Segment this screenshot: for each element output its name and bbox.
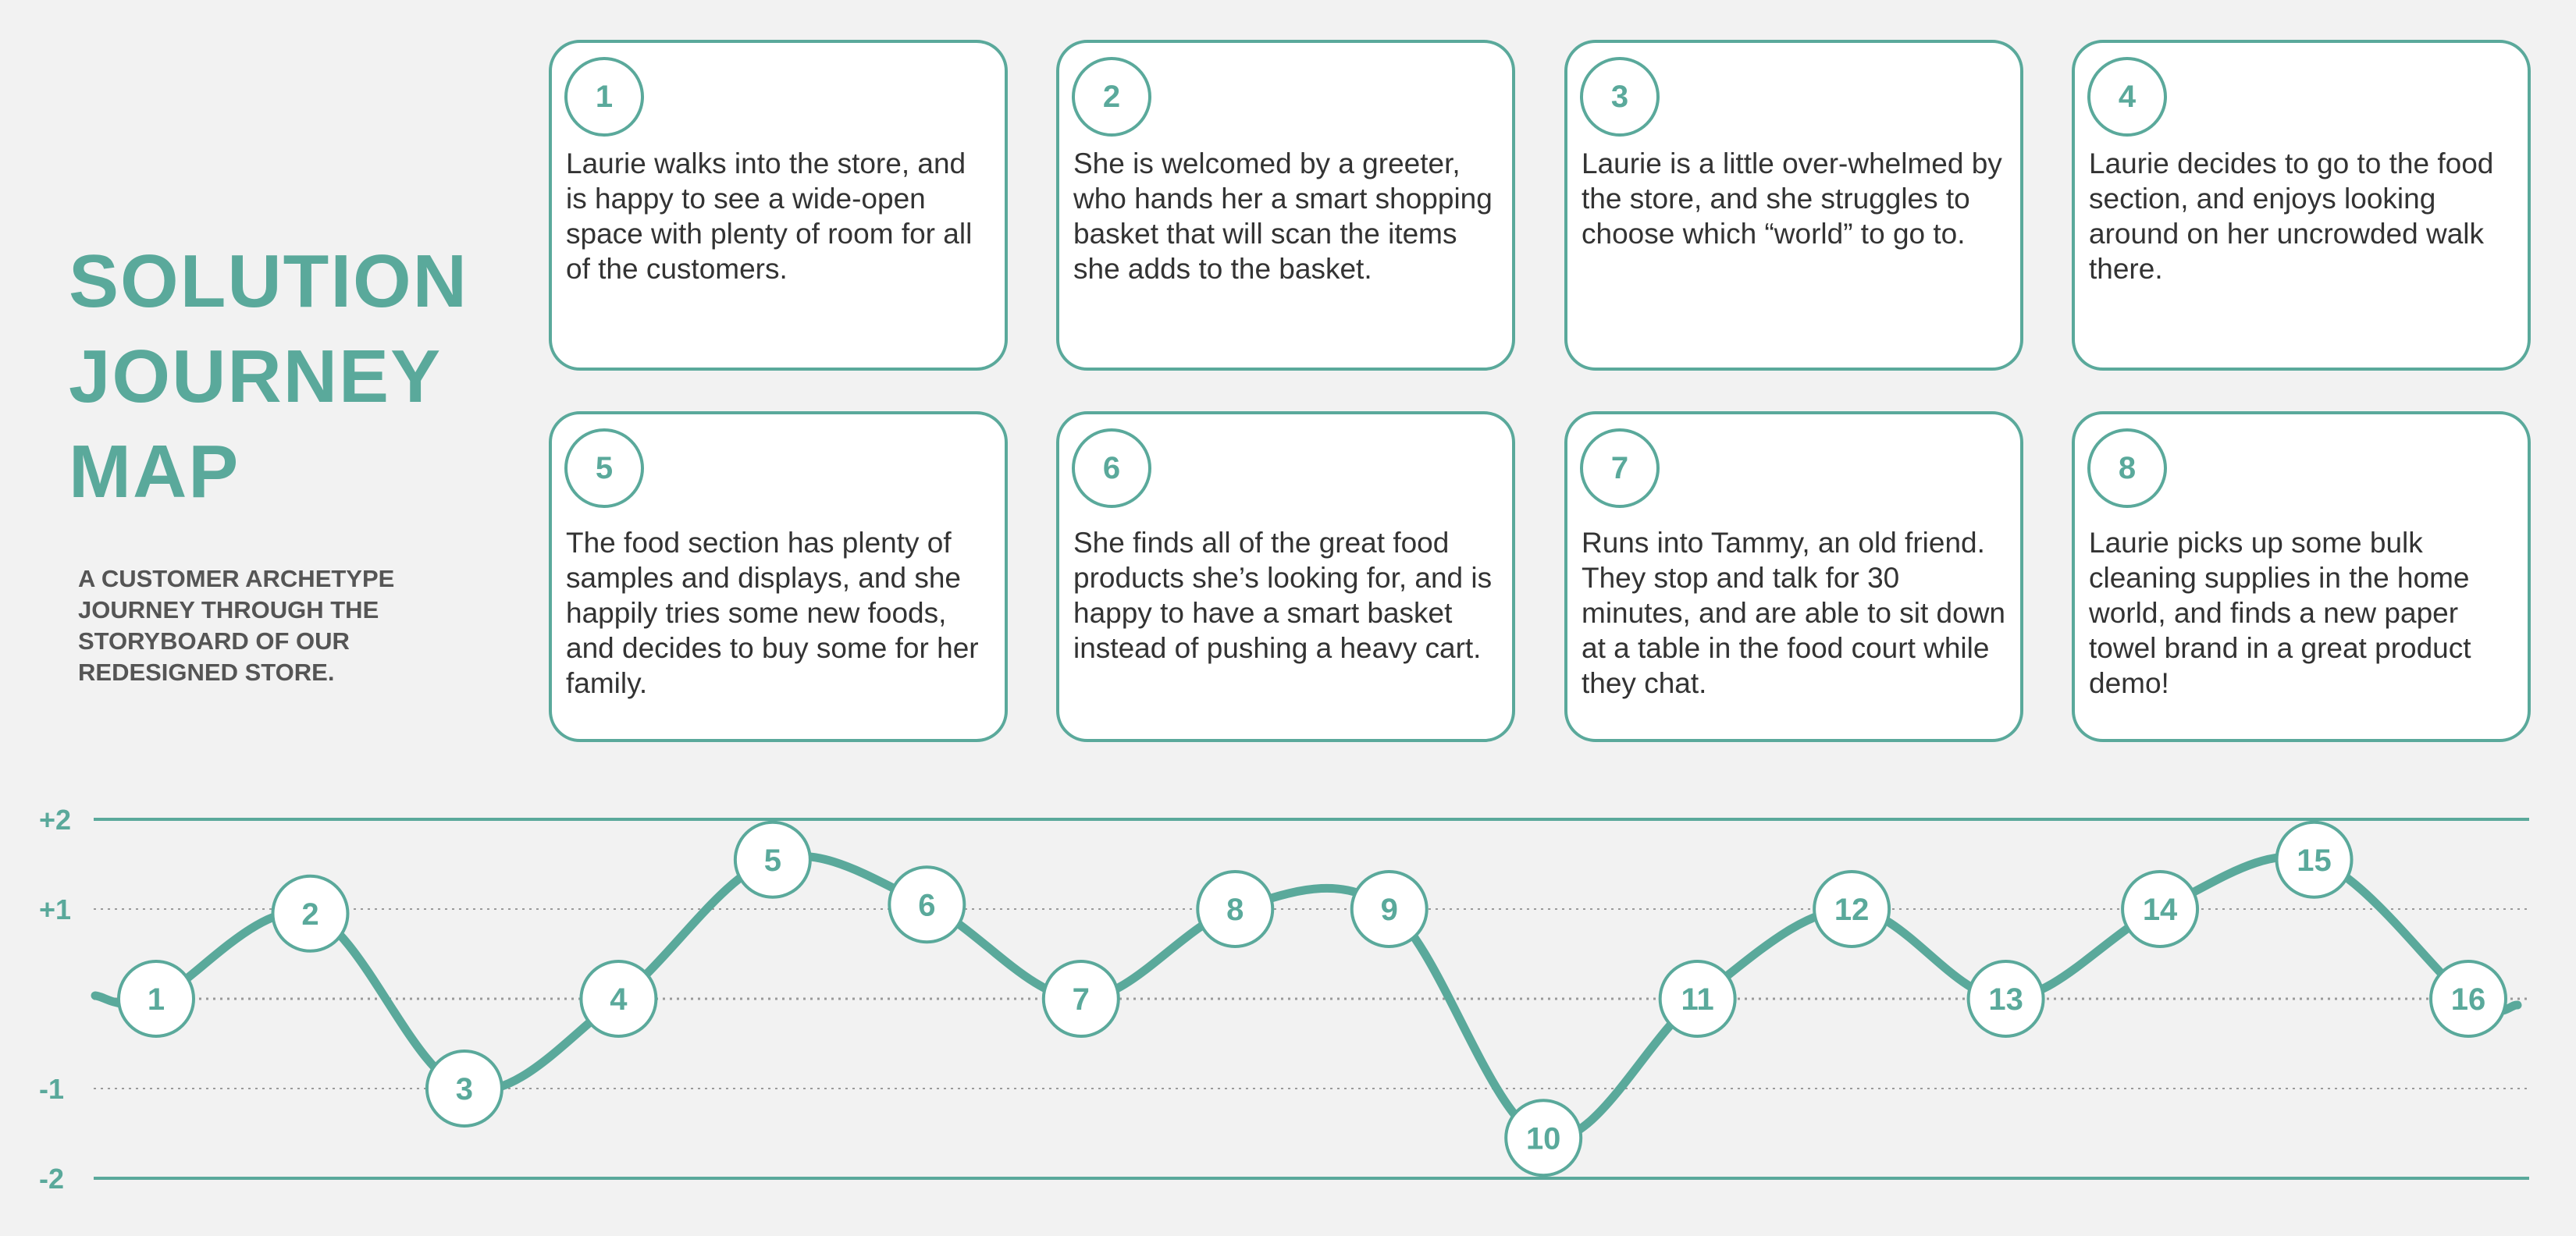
step-description: Laurie decides to go to the food section… xyxy=(2089,147,2494,285)
journey-point-circle xyxy=(2121,870,2200,948)
step-number-badge: 1 xyxy=(564,57,644,137)
journey-point: 3 xyxy=(425,1050,503,1128)
step-card-3: 3 Laurie is a little over-whelmed by the… xyxy=(1564,40,2023,371)
step-number-badge: 4 xyxy=(2087,57,2167,137)
journey-point-label: 11 xyxy=(1681,982,1714,1017)
journey-point-circle xyxy=(2275,820,2354,899)
journey-point: 5 xyxy=(733,820,812,899)
journey-point: 11 xyxy=(1658,960,1737,1038)
journey-point-label: 15 xyxy=(2297,844,2332,878)
step-description: Laurie picks up some bulk cleaning suppl… xyxy=(2089,527,2471,699)
journey-point-circle xyxy=(888,865,966,944)
journey-point: 6 xyxy=(888,865,966,944)
journey-point-label: 8 xyxy=(1226,893,1244,927)
journey-point-circle xyxy=(271,874,350,953)
page-subtitle: A CUSTOMER ARCHETYPE JOURNEY THROUGH THE… xyxy=(78,565,395,686)
journey-point-circle xyxy=(1504,1099,1583,1177)
step-description: Laurie is a little over-whelmed by the s… xyxy=(1582,147,2002,250)
journey-point-circle xyxy=(1041,960,1120,1038)
step-number-badge: 8 xyxy=(2087,428,2167,508)
journey-point: 7 xyxy=(1041,960,1120,1038)
y-axis-label: +2 xyxy=(39,804,71,836)
step-description: She finds all of the great food products… xyxy=(1073,527,1493,664)
journey-point: 13 xyxy=(1966,960,2045,1038)
step-card-6: 6 She finds all of the great food produc… xyxy=(1056,411,1515,742)
step-card-1: 1 Laurie walks into the store, and is ha… xyxy=(549,40,1008,371)
y-axis-label: +1 xyxy=(39,893,71,925)
journey-point-circle xyxy=(2429,960,2507,1038)
step-description: Laurie walks into the store, and is happ… xyxy=(566,147,973,285)
journey-point-label: 1 xyxy=(148,982,165,1017)
step-card-7: 7 Runs into Tammy, an old friend. They s… xyxy=(1564,411,2023,742)
journey-point-label: 5 xyxy=(764,844,781,878)
step-description: Runs into Tammy, an old friend. They sto… xyxy=(1582,527,2005,699)
step-description: The food section has plenty of samples a… xyxy=(566,527,979,699)
journey-point-label: 3 xyxy=(456,1072,473,1106)
journey-point-circle xyxy=(117,960,195,1038)
y-axis-label: -2 xyxy=(39,1163,64,1195)
step-card-5: 5 The food section has plenty of samples… xyxy=(549,411,1008,742)
journey-point: 8 xyxy=(1196,870,1275,948)
journey-point-circle xyxy=(425,1050,503,1128)
journey-point-circle xyxy=(1350,870,1429,948)
journey-point-circle xyxy=(1658,960,1737,1038)
title-line-1: SOLUTION xyxy=(69,240,468,323)
journey-point-circle xyxy=(1813,870,1891,948)
step-number-badge: 5 xyxy=(564,428,644,508)
title-line-3: MAP xyxy=(69,430,240,513)
step-number-badge: 6 xyxy=(1072,428,1151,508)
journey-point-circle xyxy=(733,820,812,899)
journey-point: 2 xyxy=(271,874,350,953)
title-line-2: JOURNEY xyxy=(69,335,443,418)
step-number-badge: 2 xyxy=(1072,57,1151,137)
journey-point-label: 7 xyxy=(1073,982,1090,1017)
step-card-2: 2 She is welcomed by a greeter, who hand… xyxy=(1056,40,1515,371)
journey-point-label: 9 xyxy=(1381,893,1398,927)
journey-point-label: 14 xyxy=(2143,893,2178,927)
journey-point: 14 xyxy=(2121,870,2200,948)
journey-point: 10 xyxy=(1504,1099,1583,1177)
journey-point: 12 xyxy=(1813,870,1891,948)
journey-point: 4 xyxy=(579,960,658,1038)
journey-point-label: 4 xyxy=(610,982,628,1017)
step-card-8: 8 Laurie picks up some bulk cleaning sup… xyxy=(2072,411,2531,742)
y-axis-label: -1 xyxy=(39,1073,64,1105)
step-number-badge: 3 xyxy=(1580,57,1660,137)
journey-point-label: 2 xyxy=(301,897,318,932)
journey-point: 9 xyxy=(1350,870,1429,948)
graph-axes: +2 +1 -1 -2 xyxy=(39,804,2529,1195)
journey-point-circle xyxy=(1966,960,2045,1038)
step-number-badge: 7 xyxy=(1580,428,1660,508)
journey-point-circle xyxy=(1196,870,1275,948)
step-description: She is welcomed by a greeter, who hands … xyxy=(1073,147,1493,285)
journey-point-circle xyxy=(579,960,658,1038)
journey-point-label: 6 xyxy=(918,888,935,922)
journey-point-label: 12 xyxy=(1834,893,1870,927)
step-card-4: 4 Laurie decides to go to the food secti… xyxy=(2072,40,2531,371)
journey-point: 15 xyxy=(2275,820,2354,899)
journey-point-label: 10 xyxy=(1526,1121,1561,1156)
page-title: SOLUTION JOURNEY MAP xyxy=(69,234,468,520)
journey-point: 1 xyxy=(117,960,195,1038)
journey-point-label: 16 xyxy=(2451,982,2486,1017)
journey-point: 16 xyxy=(2429,960,2507,1038)
journey-point-label: 13 xyxy=(1988,982,2023,1017)
